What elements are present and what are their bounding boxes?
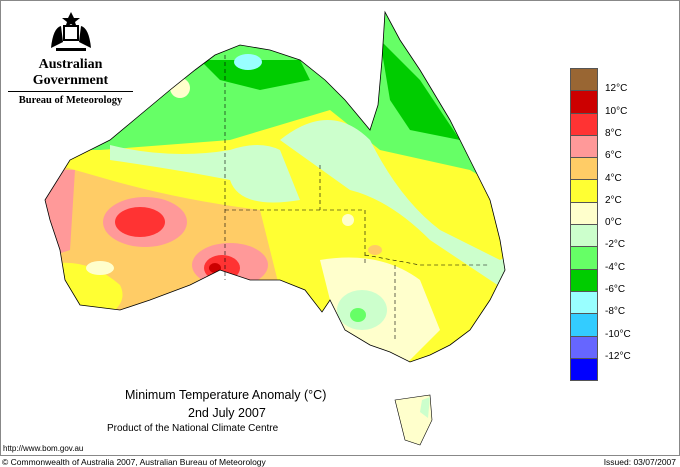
legend-label: -12°C <box>605 350 631 362</box>
legend-label: -4°C <box>605 261 626 273</box>
legend-swatch <box>570 268 598 291</box>
legend-label: 10°C <box>605 105 628 117</box>
legend-label: 2°C <box>605 194 622 206</box>
legend-label: 0°C <box>605 217 622 229</box>
legend-swatch <box>570 134 598 158</box>
coat-of-arms-icon <box>50 12 91 51</box>
map-title: Minimum Temperature Anomaly (°C) <box>125 388 327 402</box>
issued-date: Issued: 03/07/2007 <box>603 457 676 467</box>
legend-label: 12°C <box>605 83 628 95</box>
map-credit: Product of the National Climate Centre <box>107 423 279 434</box>
legend-swatch <box>570 68 598 91</box>
legend-label: 4°C <box>605 172 622 184</box>
legend-swatch <box>570 179 598 202</box>
bureau-name: Bureau of Meteorology <box>8 91 133 106</box>
copyright: © Commonwealth of Australia 2007, Austra… <box>2 457 266 467</box>
legend-label: 8°C <box>605 127 622 139</box>
government-logo: Australian Government Bureau of Meteorol… <box>8 10 133 106</box>
website-link[interactable]: http://www.bom.gov.au <box>3 444 84 453</box>
legend-label: -6°C <box>605 284 626 295</box>
legend-swatch <box>570 313 598 336</box>
anomaly-map <box>44 10 506 446</box>
legend-swatch <box>570 357 598 382</box>
legend-swatch <box>570 201 598 225</box>
legend-label: -10°C <box>605 328 631 340</box>
legend-swatch <box>570 246 598 269</box>
legend-label: -8°C <box>605 306 626 318</box>
legend-swatch <box>570 157 598 180</box>
map-date: 2nd July 2007 <box>188 406 266 420</box>
legend-swatch <box>570 224 598 247</box>
legend-swatch <box>570 335 598 358</box>
legend-swatch <box>570 290 598 314</box>
color-legend <box>570 68 598 382</box>
legend-swatch <box>570 112 598 135</box>
legend-label: 6°C <box>605 150 622 162</box>
legend-label: -2°C <box>605 239 626 251</box>
government-name: Australian Government <box>32 57 109 88</box>
legend-swatch <box>570 90 598 113</box>
